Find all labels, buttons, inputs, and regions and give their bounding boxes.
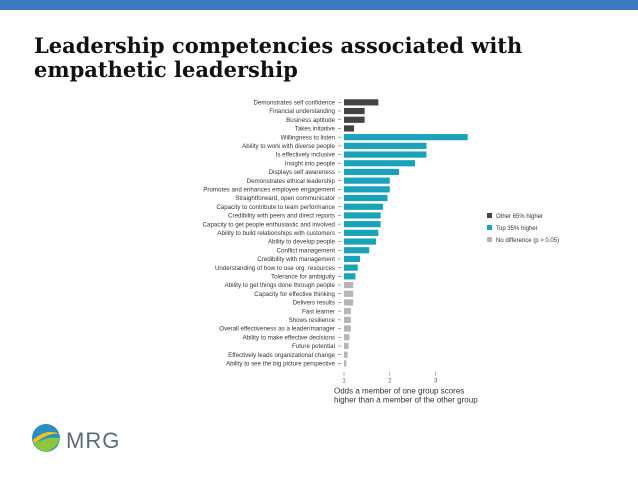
bar-label: Business aptitude	[286, 117, 335, 124]
x-tick-label: 3	[434, 379, 438, 385]
bar-label: Credibility with management	[257, 256, 335, 263]
legend-swatch	[487, 213, 492, 218]
top-accent-bar	[0, 0, 638, 10]
bar	[344, 334, 350, 341]
bar	[344, 255, 361, 263]
bar-label: Tolerance for ambiguity	[271, 273, 336, 280]
bar	[344, 134, 468, 141]
bar-label: Ability to get things done through peopl…	[225, 282, 336, 289]
bar	[344, 264, 358, 271]
bar-label: Ability to make effective decisions	[243, 334, 335, 341]
bar-label: Ability to see the big picture perspecti…	[226, 360, 336, 367]
bar	[344, 299, 354, 306]
x-axis-label: Odds a member of one group scores	[334, 387, 464, 396]
bar	[344, 342, 349, 350]
bar	[344, 360, 347, 367]
bar-label: Capacity to get people enthusiastic and …	[203, 221, 336, 228]
bar	[344, 316, 351, 323]
bar-label: Ability to work with diverse people	[242, 143, 335, 150]
bar	[344, 194, 388, 202]
bar	[344, 308, 351, 315]
legend-swatch	[487, 237, 492, 242]
bar-label: Overall effectiveness as a leader/manage…	[219, 326, 335, 333]
bar	[344, 151, 427, 158]
bar-label: Future potential	[292, 343, 335, 350]
bar	[344, 203, 383, 210]
bar	[344, 273, 356, 280]
bar-label: Demonstrates ethical leadership	[247, 178, 336, 185]
bar	[344, 142, 427, 149]
bar-label: Fast learner	[302, 308, 335, 315]
bar-label: Financial understanding	[269, 108, 335, 115]
bar	[344, 238, 377, 245]
bar-label: Promotes and enhances employee engagemen…	[203, 186, 335, 193]
logo-text: MRG	[66, 428, 121, 453]
bar	[344, 168, 399, 176]
bar-label: Displays self awareness	[269, 169, 335, 176]
legend-swatch	[487, 225, 492, 230]
x-axis-label-line2: higher than a member of the other group	[334, 396, 478, 405]
bar	[344, 351, 348, 358]
bar-label: Capacity to contribute to team performan…	[216, 204, 335, 211]
bar	[344, 247, 370, 254]
bar-label: Understanding of how to use org. resourc…	[215, 265, 335, 272]
mrg-logo-icon	[32, 424, 60, 452]
bar-label: Insight into people	[285, 160, 336, 167]
bar	[344, 290, 354, 297]
bar	[344, 325, 351, 332]
bar	[344, 116, 365, 123]
legend-label: Top 35% higher	[496, 226, 538, 232]
bar-label: Conflict management	[277, 247, 336, 254]
bar-label: Takes initiative	[295, 126, 336, 133]
bar	[344, 177, 390, 184]
x-tick-label: 1	[342, 379, 346, 385]
slide-title: Leadership competencies associated with …	[34, 33, 523, 82]
x-tick-label: 2	[388, 379, 392, 385]
bar-label: Capacity for effective thinking	[254, 291, 335, 298]
bar-label: Willingness to listen	[281, 134, 336, 141]
bar	[344, 229, 379, 236]
bar	[344, 99, 379, 106]
bar	[344, 281, 354, 289]
bar-label: Shows resilience	[289, 317, 336, 324]
legend-label: Other 65% higher	[496, 214, 543, 220]
bar	[344, 221, 381, 228]
bar-label: Credibility with peers and direct report…	[228, 213, 335, 220]
bar	[344, 160, 416, 167]
bar	[344, 186, 390, 193]
legend-label: No difference (p > 0.05)	[496, 238, 559, 244]
bar-label: Ability to develop people	[268, 239, 336, 246]
bar	[344, 212, 381, 219]
bar-label: Straightforward, open communicator	[235, 195, 335, 202]
bar-label: Demonstrates self confidence	[253, 99, 335, 106]
bar-label: Effectively leads organizational change	[228, 352, 335, 359]
bar-label: Ability to build relationships with cust…	[217, 230, 335, 237]
bar	[344, 125, 355, 132]
bar-label: Delivers results	[293, 300, 335, 307]
bar-label: Is effectively inclusive	[276, 152, 336, 159]
bar	[344, 107, 365, 115]
